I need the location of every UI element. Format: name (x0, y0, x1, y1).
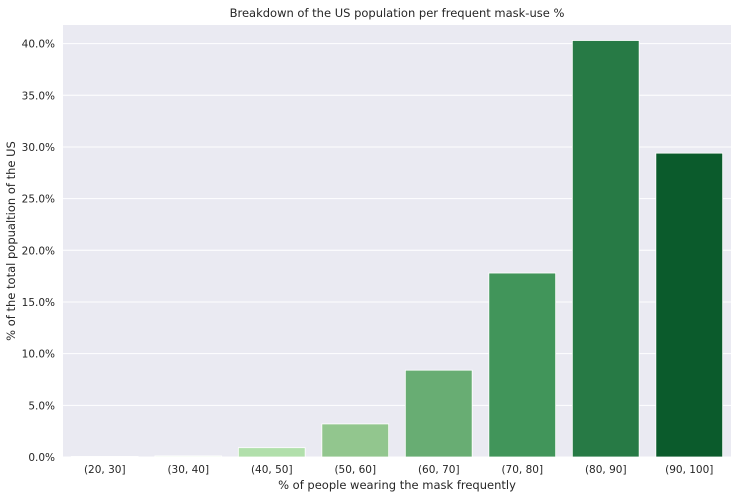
x-tick-label: (60, 70] (418, 464, 460, 476)
bar (571, 40, 640, 458)
x-axis-label: % of people wearing the mask frequently (278, 478, 516, 492)
y-tick-label: 15.0% (22, 297, 55, 309)
x-tick-label: (90, 100] (665, 464, 713, 476)
x-tick-label: (80, 90] (585, 464, 627, 476)
y-tick-label: 25.0% (22, 194, 55, 206)
x-tick-label: (50, 60] (334, 464, 376, 476)
x-tick-label: (70, 80] (501, 464, 543, 476)
bar (154, 455, 223, 458)
y-tick-label: 35.0% (22, 90, 55, 102)
y-tick-label: 40.0% (22, 39, 55, 51)
bar (655, 152, 724, 458)
x-axis-ticks: (20, 30] (30, 40] (40, 50] (50, 60] (60, 70]… (84, 464, 713, 476)
bars (70, 40, 724, 458)
y-tick-label: 5.0% (28, 400, 55, 412)
y-tick-label: 10.0% (22, 349, 55, 361)
y-axis-ticks: 0.0% 5.0% 10.0% 15.0% 20.0% 25.0% 30.0% 35.0% 40… (22, 39, 55, 464)
bar (488, 272, 557, 458)
bar (70, 456, 139, 458)
x-tick-label: (30, 40] (167, 464, 209, 476)
bar (404, 369, 473, 458)
bar (321, 423, 390, 458)
bar (237, 447, 306, 458)
y-tick-label: 20.0% (22, 245, 55, 257)
x-tick-label: (20, 30] (84, 464, 126, 476)
y-axis-label: % of the total popualtion of the US (4, 141, 18, 341)
chart-title: Breakdown of the US population per frequ… (230, 6, 565, 20)
y-tick-label: 0.0% (28, 452, 55, 464)
y-tick-label: 30.0% (22, 142, 55, 154)
x-tick-label: (40, 50] (251, 464, 293, 476)
